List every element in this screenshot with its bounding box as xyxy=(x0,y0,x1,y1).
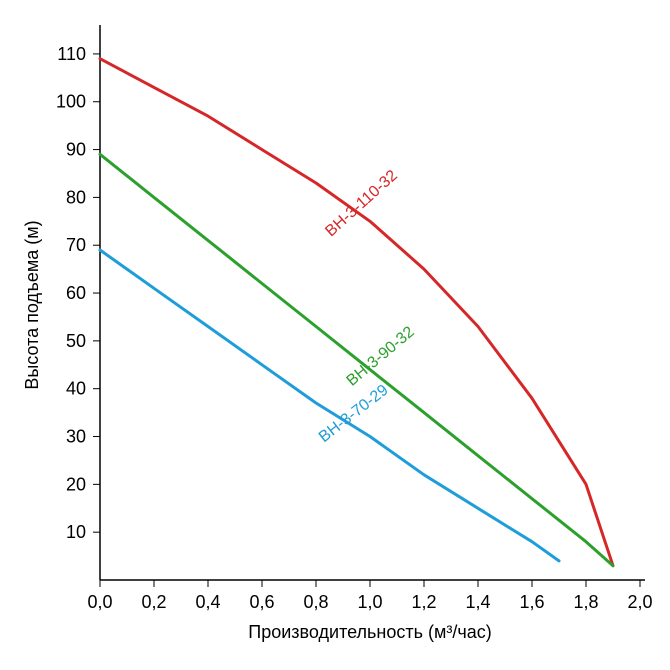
x-tick-label: 0,6 xyxy=(249,592,274,612)
y-tick-label: 70 xyxy=(66,235,86,255)
x-tick-label: 0,8 xyxy=(303,592,328,612)
chart-svg: 0,0 0,2 0,4 0,6 0,8 1,0 1,2 1,4 1,6 1,8 2,0 10 20 30 4… xyxy=(0,0,670,670)
x-tick-label: 1,4 xyxy=(465,592,490,612)
x-tick-label: 1,0 xyxy=(357,592,382,612)
y-tick-label: 50 xyxy=(66,331,86,351)
pump-chart: 0,0 0,2 0,4 0,6 0,8 1,0 1,2 1,4 1,6 1,8 2,0 10 20 30 4… xyxy=(0,0,670,670)
x-tick-label: 1,8 xyxy=(573,592,598,612)
y-tick-label: 10 xyxy=(66,522,86,542)
y-tick-label: 20 xyxy=(66,474,86,494)
x-tick-label: 2,0 xyxy=(627,592,652,612)
y-tick-label: 90 xyxy=(66,140,86,160)
y-tick-label: 110 xyxy=(57,44,86,64)
y-tick-label: 30 xyxy=(66,427,86,447)
y-tick-label: 80 xyxy=(66,187,86,207)
y-tick-label: 40 xyxy=(66,379,86,399)
x-tick-label: 0,4 xyxy=(195,592,220,612)
x-tick-label: 0,0 xyxy=(87,592,112,612)
y-tick-label: 100 xyxy=(56,92,86,112)
x-axis-title: Производительность (м³/час) xyxy=(248,622,491,642)
x-tick-label: 0,2 xyxy=(141,592,166,612)
x-tick-label: 1,6 xyxy=(519,592,544,612)
y-axis-title: Высота подъема (м) xyxy=(22,220,42,389)
y-tick-label: 60 xyxy=(66,283,86,303)
x-tick-label: 1,2 xyxy=(411,592,436,612)
